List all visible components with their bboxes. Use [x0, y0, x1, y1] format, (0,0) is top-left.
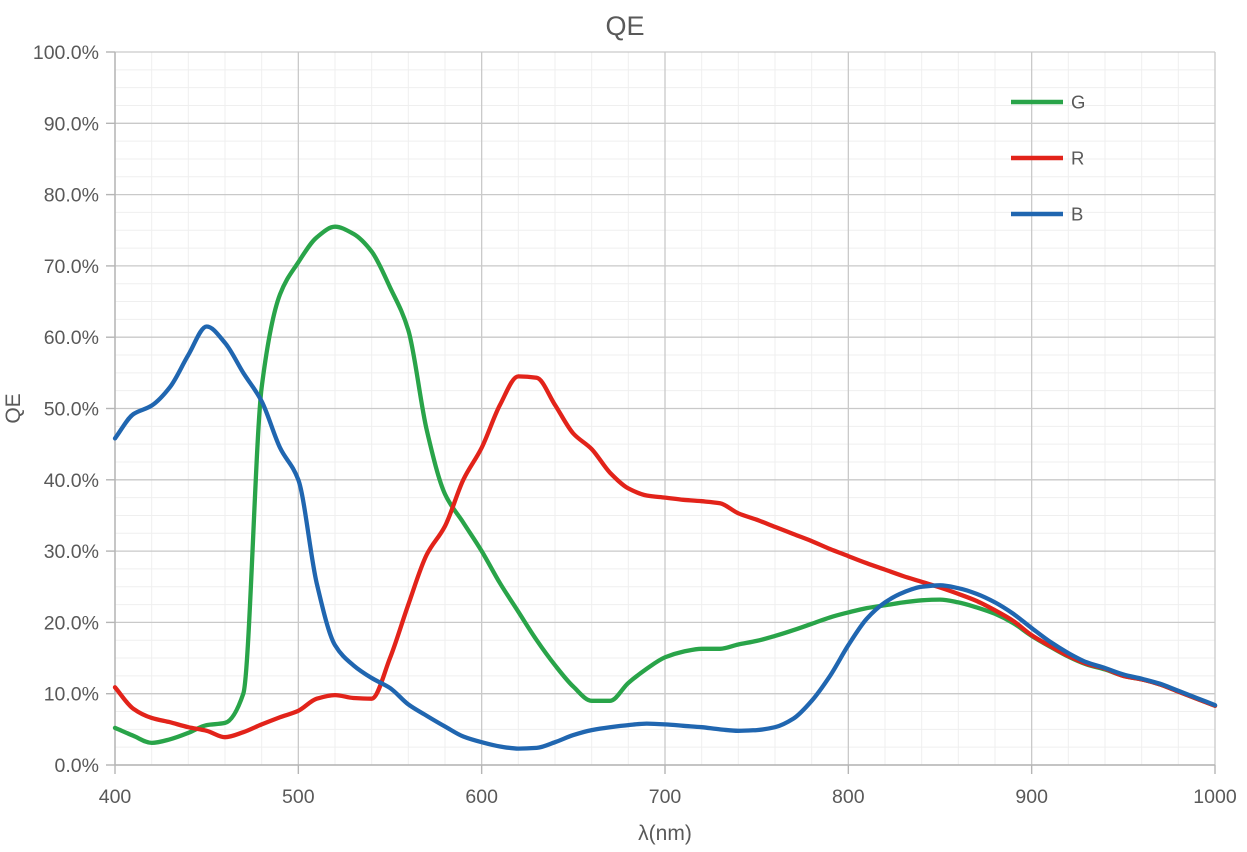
legend-item-r: R: [1011, 148, 1084, 169]
y-tick-label: 0.0%: [55, 755, 99, 777]
y-tick-label: 70.0%: [44, 256, 99, 278]
x-tick-label: 700: [649, 786, 682, 808]
legend-item-b: B: [1011, 204, 1083, 225]
x-tick-label: 1000: [1193, 786, 1237, 808]
y-tick-label: 10.0%: [44, 684, 99, 706]
y-tick-label: 60.0%: [44, 327, 99, 349]
legend-label-b: B: [1071, 204, 1083, 225]
chart-title: QE: [605, 11, 644, 41]
y-tick-label: 30.0%: [44, 541, 99, 563]
x-axis-title: λ(nm): [638, 822, 692, 845]
x-tick-label: 600: [465, 786, 498, 808]
legend-item-g: G: [1011, 92, 1085, 113]
legend-label-r: R: [1071, 148, 1084, 169]
y-tick-label: 50.0%: [44, 399, 99, 421]
y-tick-label: 90.0%: [44, 113, 99, 135]
x-tick-label: 900: [1015, 786, 1048, 808]
x-tick-label: 800: [832, 786, 865, 808]
y-tick-label: 40.0%: [44, 470, 99, 492]
legend-label-g: G: [1071, 92, 1085, 113]
x-tick-label: 400: [99, 786, 132, 808]
x-tick-label: 500: [282, 786, 315, 808]
series-line-b: [112, 324, 1218, 751]
series-line-r: [112, 374, 1218, 740]
legend: G R B: [1011, 92, 1085, 225]
y-axis-title: QE: [2, 393, 25, 423]
y-tick-label: 100.0%: [33, 42, 99, 64]
y-tick-label: 80.0%: [44, 185, 99, 207]
y-tick-label: 20.0%: [44, 612, 99, 634]
